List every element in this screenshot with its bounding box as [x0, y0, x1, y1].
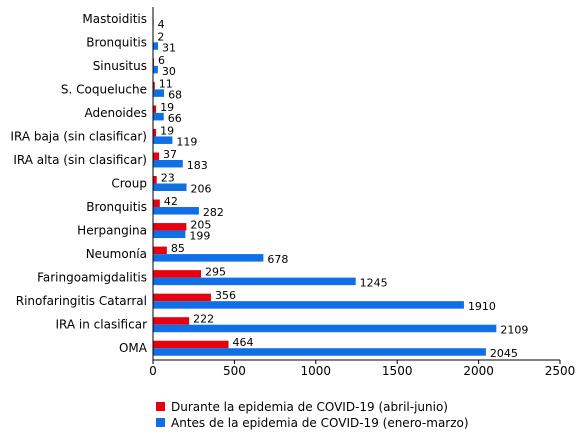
data-label: 4 — [158, 18, 165, 31]
bar-durante — [153, 128, 157, 137]
category-label: IRA in clasificar — [56, 318, 148, 332]
bar-antes — [153, 183, 187, 191]
legend: Durante la epidemia de COVID-19 (abril-j… — [156, 400, 469, 430]
category-label: IRA baja (sin clasificar) — [10, 129, 147, 143]
x-tick-label: 500 — [223, 364, 246, 378]
bar-durante — [153, 317, 190, 325]
bar-antes — [153, 348, 486, 356]
data-label: 42 — [164, 195, 178, 208]
bar-durante — [153, 199, 160, 208]
category-label: Neumonía — [86, 247, 147, 261]
data-label: 119 — [176, 135, 197, 148]
data-label: 31 — [162, 41, 176, 54]
data-label: 37 — [163, 148, 177, 161]
bar-durante — [153, 105, 157, 113]
category-label: Rinofaringitis Catarral — [16, 294, 147, 308]
data-label: 19 — [160, 124, 174, 137]
bar-antes — [153, 277, 356, 286]
data-label: 2109 — [500, 324, 528, 337]
bar-antes — [153, 230, 186, 239]
x-tick-label: 2000 — [463, 364, 494, 378]
category-label: Adenoides — [84, 106, 147, 120]
bar-durante — [153, 340, 229, 349]
data-label: 678 — [267, 253, 288, 266]
legend-swatch-durante — [156, 402, 165, 411]
data-label: 11 — [159, 77, 173, 90]
x-tick-label: 1000 — [301, 364, 332, 378]
x-axis: 0 500 1000 1500 2000 2500 — [149, 360, 575, 378]
bar-durante — [153, 223, 187, 231]
bar-antes — [153, 136, 173, 144]
data-label: 183 — [187, 159, 208, 172]
bar-antes — [153, 301, 464, 309]
category-label: Sinusitus — [93, 59, 147, 73]
bar-antes — [153, 159, 183, 168]
labels-layer: Mastoiditis 4 Bronquitis 231 Sinusitus 630 S. … — [10, 12, 528, 360]
bar-antes — [153, 254, 264, 262]
data-label: 205 — [190, 219, 211, 232]
category-label: Faringoamigdalitis — [37, 271, 147, 285]
bar-antes — [153, 89, 165, 97]
category-label: Bronquitis — [86, 200, 147, 214]
legend-label-antes: Antes de la epidemia de COVID-19 (enero-… — [171, 416, 469, 430]
legend-label-durante: Durante la epidemia de COVID-19 (abril-j… — [171, 400, 448, 414]
data-label: 85 — [171, 242, 185, 255]
bar-antes — [153, 207, 199, 215]
bar-antes — [153, 42, 159, 50]
category-label: S. Coqueluche — [61, 82, 147, 96]
bar-durante — [153, 246, 167, 255]
data-label: 1910 — [468, 300, 496, 313]
category-label: Bronquitis — [86, 35, 147, 49]
legend-swatch-antes — [156, 418, 165, 427]
data-label: 1245 — [360, 277, 388, 290]
bar-durante — [153, 176, 157, 184]
data-label: 222 — [193, 313, 214, 326]
data-label: 66 — [168, 112, 182, 125]
x-tick-label: 0 — [149, 364, 157, 378]
x-tick-label: 2500 — [545, 364, 576, 378]
bars-layer — [153, 18, 497, 356]
bar-antes — [153, 324, 497, 333]
data-label: 464 — [233, 336, 254, 349]
data-label: 282 — [203, 206, 224, 219]
category-label: Mastoiditis — [82, 12, 147, 26]
data-label: 2045 — [490, 347, 518, 360]
data-label: 68 — [168, 88, 182, 101]
bar-antes — [153, 112, 164, 121]
data-label: 199 — [189, 230, 210, 243]
data-label: 23 — [161, 172, 175, 185]
bar-durante — [153, 270, 202, 278]
data-label: 2 — [157, 30, 164, 43]
category-label: OMA — [119, 341, 148, 355]
data-label: 356 — [215, 289, 236, 302]
data-label: 30 — [162, 65, 176, 78]
data-label: 206 — [191, 183, 212, 196]
data-label: 295 — [205, 266, 226, 279]
data-label: 19 — [160, 101, 174, 114]
category-label: Croup — [111, 177, 147, 191]
x-tick-label: 1500 — [382, 364, 413, 378]
bar-durante — [153, 152, 160, 160]
bar-durante — [153, 293, 211, 302]
bar-antes — [153, 65, 158, 74]
category-label: Herpangina — [77, 224, 147, 238]
bar-durante — [153, 81, 155, 90]
category-label: IRA alta (sin clasificar) — [13, 153, 147, 167]
data-label: 6 — [158, 54, 165, 67]
